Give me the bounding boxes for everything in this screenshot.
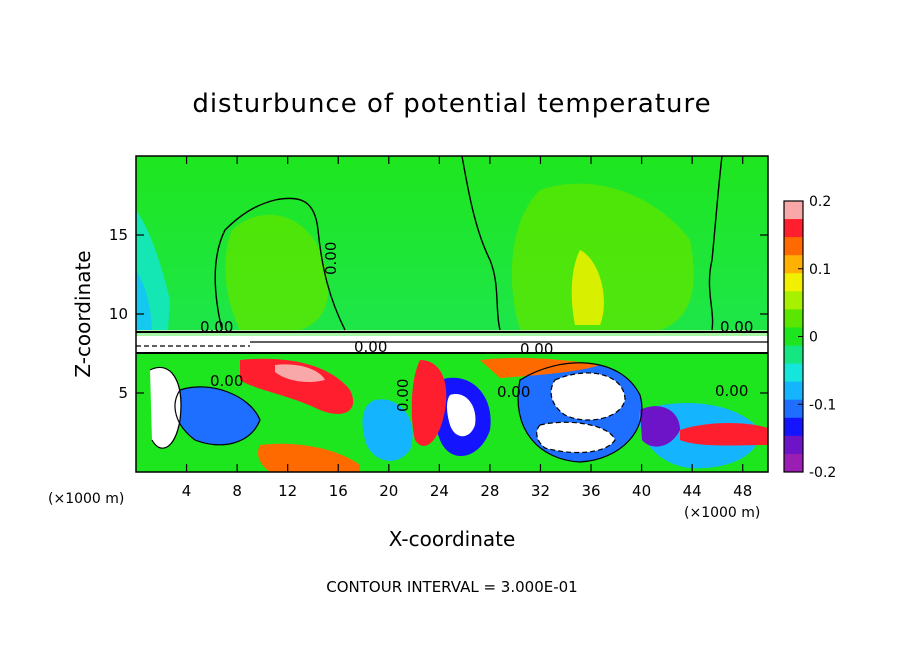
colorbar-swatch	[784, 309, 803, 328]
chart-title: disturbunce of potential temperature	[192, 89, 711, 119]
contour-label: 0.00	[210, 372, 243, 390]
contour-label: 0.00	[354, 338, 387, 356]
x-tick-label: 12	[278, 482, 297, 500]
red-band-2	[411, 360, 447, 446]
colorbar-swatch	[784, 273, 803, 292]
colorbar-swatch	[784, 363, 803, 383]
colorbar-tick-label: -0.2	[809, 465, 836, 481]
purple-patch	[640, 406, 680, 447]
colorbar-swatch	[784, 255, 803, 274]
x-tick-label: 24	[430, 482, 449, 500]
colorbar-swatch	[784, 219, 803, 238]
contour-upper-1	[214, 197, 346, 331]
contour-label: 0.00	[720, 318, 753, 336]
z-tick-label: 10	[109, 305, 128, 323]
x-tick-label: 8	[232, 482, 242, 500]
cyan-fringe-2	[136, 270, 152, 330]
x-tick-label: 16	[329, 482, 348, 500]
contour-interval-note: CONTOUR INTERVAL = 3.000E-01	[326, 578, 577, 596]
colorbar-ticks: 0.2 0.1 0 -0.1 -0.2	[798, 194, 836, 481]
colorbar-swatch	[784, 291, 803, 310]
colorbar-swatch	[784, 327, 803, 347]
white-core-2	[536, 422, 615, 453]
x-tick-label: 44	[683, 482, 702, 500]
y-axis-label: Z-coordinate	[71, 250, 95, 377]
blue-patch-2	[362, 399, 413, 461]
red-band-4	[680, 423, 768, 446]
warm-blob-3	[571, 250, 604, 325]
contour-lower-5	[517, 362, 643, 463]
x-unit-label: (×1000 m)	[684, 505, 760, 521]
colorbar-swatch	[784, 435, 803, 455]
colorbar-swatch	[784, 453, 803, 473]
x-tick-label: 4	[182, 482, 192, 500]
red-band-5	[258, 443, 360, 472]
x-tick-label: 48	[733, 482, 752, 500]
x-tick-label: 36	[581, 482, 600, 500]
blue-patch-1	[175, 386, 260, 445]
colorbar-tick-label: 0	[809, 330, 818, 346]
contour-label: 0.00	[200, 318, 233, 336]
field-area: 0.00 0.00 0.00 0.00 0.00 0.00 0.00 0.00 …	[136, 156, 768, 472]
white-core-4	[150, 367, 181, 449]
contour-upper-3	[708, 156, 723, 331]
pink-core	[275, 364, 325, 383]
contour-label: 0.00	[715, 382, 748, 400]
colorbar-swatch	[784, 201, 803, 220]
colorbar-tick-label: 0.2	[809, 194, 831, 210]
warm-blob-1	[225, 214, 329, 330]
x-tick-label: 28	[480, 482, 499, 500]
z-tick-label: 5	[118, 384, 128, 402]
colorbar-swatch	[784, 237, 803, 256]
red-band-1	[240, 358, 354, 414]
colorbar-swatch	[784, 417, 803, 437]
z-axis: 5 10 15	[109, 226, 768, 402]
x-axis-label: X-coordinate	[389, 527, 516, 551]
contour-lower-3	[536, 421, 616, 454]
colorbar-swatch	[784, 399, 803, 419]
x-tick-label: 40	[632, 482, 651, 500]
contour-lower-1	[174, 386, 261, 446]
x-tick-label: 32	[531, 482, 550, 500]
colorbar-tick-label: -0.1	[809, 397, 836, 413]
warm-blob-2	[511, 183, 694, 330]
contour-label: 0.00	[520, 340, 553, 358]
contour-lower-2	[550, 372, 626, 421]
contour-label: 0.00	[322, 242, 340, 275]
colorbar-swatch	[784, 345, 803, 365]
contour-lower-4	[149, 366, 182, 449]
x-axis: 4 8 12 16 20 24 28 32 36 40 44 48	[182, 156, 752, 500]
white-core-1	[551, 372, 625, 420]
z-tick-label: 15	[109, 226, 128, 244]
colorbar-tick-label: 0.1	[809, 262, 831, 278]
x-tick-label: 20	[379, 482, 398, 500]
white-core-3	[447, 394, 476, 437]
contour-upper-2	[461, 156, 501, 331]
contour-label: 0.00	[497, 383, 530, 401]
z-unit-label: (×1000 m)	[48, 491, 124, 507]
contour-label: 0.00	[394, 379, 412, 412]
colorbar-swatch	[784, 381, 803, 401]
